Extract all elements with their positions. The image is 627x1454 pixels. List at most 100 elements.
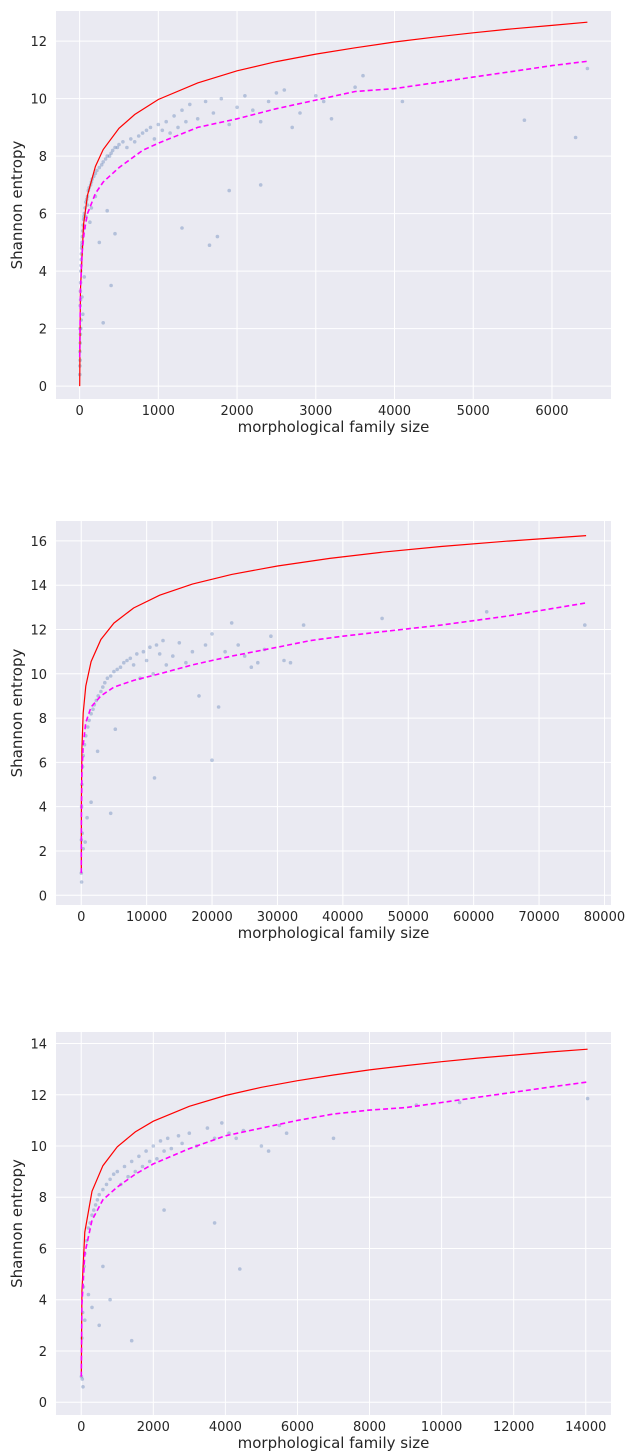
scatter-point xyxy=(95,168,99,173)
x-axis-label: morphological family size xyxy=(238,1434,430,1452)
y-tick-label: 12 xyxy=(30,35,47,50)
x-tick-label: 6000 xyxy=(535,404,568,419)
scatter-point xyxy=(162,1149,166,1153)
upper-bound-curve xyxy=(79,21,588,387)
scatter-point xyxy=(90,1305,94,1310)
scatter-point xyxy=(128,656,133,661)
scatter-point xyxy=(97,240,102,245)
scatter-point xyxy=(108,811,113,816)
scatter-series xyxy=(79,1096,590,1389)
x-tick-label: 70000 xyxy=(518,910,559,925)
scatter-point xyxy=(89,711,93,716)
scatter-point xyxy=(269,634,273,638)
scatter-point xyxy=(101,685,105,689)
scatter-point xyxy=(80,1377,85,1381)
plot-area xyxy=(56,11,611,399)
scatter-point xyxy=(148,645,152,649)
scatter-point xyxy=(103,157,108,161)
plot-area xyxy=(56,521,611,905)
scatter-point xyxy=(242,654,247,658)
scatter-point xyxy=(109,151,113,156)
scatter-point xyxy=(129,1338,134,1343)
scatter-point xyxy=(184,119,188,124)
scatter-point xyxy=(92,1208,96,1212)
scatter-point xyxy=(97,165,102,170)
scatter-point xyxy=(86,1226,91,1230)
scatter-point xyxy=(177,641,182,645)
scatter-point xyxy=(104,1182,109,1187)
scatter-point xyxy=(176,125,180,130)
x-tick-label: 30000 xyxy=(257,910,298,925)
scatter-point xyxy=(301,623,306,627)
y-tick-label: 14 xyxy=(30,579,47,594)
scatter-point xyxy=(113,231,117,236)
chart-2: 0 10000 20000 30000 40000 50000 60000 70000 8000… xyxy=(8,521,625,942)
scatter-point xyxy=(197,694,201,698)
scatter-point xyxy=(82,275,87,279)
scatter-point xyxy=(133,1169,138,1174)
scatter-point xyxy=(274,91,279,95)
scatter-point xyxy=(95,1198,100,1202)
scatter-point xyxy=(108,1297,112,1302)
scatter-point xyxy=(148,125,153,130)
y-tick-label: 4 xyxy=(39,1294,47,1309)
scatter-point xyxy=(115,145,120,150)
scatter-point xyxy=(353,85,357,89)
scatter-point xyxy=(162,1208,166,1212)
scatter-point xyxy=(111,1172,116,1176)
x-axis-label: morphological family size xyxy=(238,418,430,436)
scatter-point xyxy=(203,99,208,104)
chart-1: 0 1000 2000 3000 4000 5000 6000 0 2 4 6 8 10 12 morpho… xyxy=(8,11,611,436)
scatter-point xyxy=(290,125,295,130)
scatter-point xyxy=(195,117,200,121)
scatter-point xyxy=(205,1126,210,1130)
scatter-point xyxy=(152,776,157,780)
scatter-point xyxy=(129,1159,134,1164)
y-tick-label: 8 xyxy=(39,1191,47,1206)
scatter-point xyxy=(122,660,126,665)
scatter-point xyxy=(121,140,125,144)
scatter-point xyxy=(83,840,87,844)
scatter-point xyxy=(223,649,227,654)
scatter-point xyxy=(243,94,247,98)
scatter-point xyxy=(227,122,231,127)
x-tick-label: 5000 xyxy=(457,404,490,419)
x-tick-label: 4000 xyxy=(209,1420,242,1435)
scatter-point xyxy=(361,73,365,78)
y-axis-label: Shannon entropy xyxy=(8,1159,26,1288)
scatter-point xyxy=(522,118,527,122)
scatter-point xyxy=(158,1139,163,1143)
scatter-point xyxy=(105,154,109,158)
scatter-point xyxy=(321,99,326,104)
scatter-point xyxy=(155,1157,159,1161)
scatter-point xyxy=(144,658,149,663)
y-axis-label: Shannon entropy xyxy=(8,649,26,778)
y-tick-label: 4 xyxy=(39,265,47,280)
scatter-point xyxy=(93,1203,98,1207)
y-tick-label: 6 xyxy=(39,1242,47,1257)
scatter-point xyxy=(266,1149,271,1153)
x-tick-label: 50000 xyxy=(388,910,429,925)
scatter-point xyxy=(122,1164,127,1169)
scatter-point xyxy=(97,1323,101,1328)
scatter-point xyxy=(238,1267,242,1271)
scatter-point xyxy=(85,815,89,820)
scatter-point xyxy=(172,114,176,118)
scatter-point xyxy=(573,135,578,140)
x-tick-label: 1000 xyxy=(142,404,175,419)
scatter-point xyxy=(259,1144,264,1148)
y-tick-label: 2 xyxy=(39,1345,47,1360)
scatter-point xyxy=(108,1177,112,1182)
scatter-point xyxy=(168,131,172,135)
x-tick-label: 8000 xyxy=(353,1420,386,1435)
scatter-point xyxy=(585,66,590,71)
scatter-point xyxy=(219,96,224,101)
scatter-point xyxy=(176,1134,181,1138)
y-tick-label: 10 xyxy=(30,668,47,683)
scatter-point xyxy=(184,660,188,665)
scatter-point xyxy=(79,880,84,884)
scatter-point xyxy=(266,99,271,104)
scatter-point xyxy=(87,718,91,723)
scatter-point xyxy=(140,1164,145,1169)
scatter-point xyxy=(89,800,93,804)
